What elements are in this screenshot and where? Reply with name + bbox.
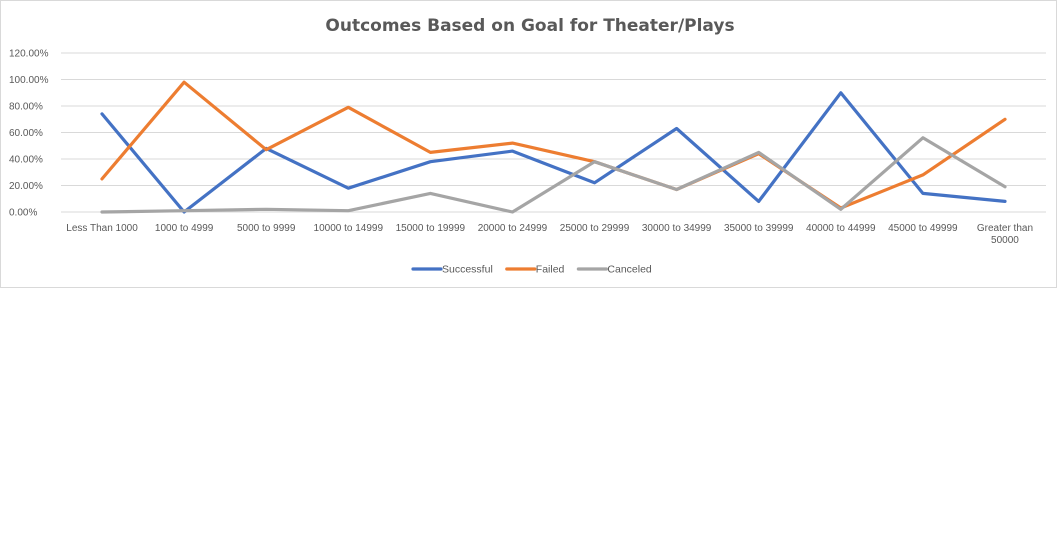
y-tick-label: 60.00% [9, 128, 43, 139]
series-lines [100, 80, 1007, 214]
chart-title: Outcomes Based on Goal for Theater/Plays [325, 16, 734, 36]
legend-label-canceled: Canceled [607, 264, 652, 276]
x-tick-label: 45000 to 49999 [888, 223, 958, 234]
legend-label-failed: Failed [536, 264, 565, 276]
y-tick-label: 120.00% [9, 49, 49, 60]
legend-label-successful: Successful [442, 264, 493, 276]
x-tick-label: Less Than 1000 [66, 223, 138, 234]
chart-frame: Outcomes Based on Goal for Theater/Plays… [0, 0, 1057, 288]
series-line-canceled [100, 136, 1007, 214]
x-tick-label: 1000 to 4999 [155, 223, 214, 234]
x-tick-label: Greater than 50000 [977, 223, 1033, 246]
series-line-failed [100, 80, 1007, 210]
y-tick-label: 40.00% [9, 155, 43, 166]
y-tick-label: 20.00% [9, 181, 43, 192]
x-tick-label: 20000 to 24999 [478, 223, 548, 234]
gridlines [61, 52, 1046, 213]
y-tick-label: 80.00% [9, 102, 43, 113]
x-tick-label: 25000 to 29999 [560, 223, 630, 234]
y-tick-label: 100.00% [9, 75, 49, 86]
x-tick-label: 5000 to 9999 [237, 223, 296, 234]
legend: Successful Failed Canceled [411, 264, 652, 276]
x-axis-ticks: Less Than 1000 1000 to 4999 5000 to 9999 10… [66, 223, 1033, 246]
x-tick-label: 15000 to 19999 [396, 223, 466, 234]
x-tick-label: 10000 to 14999 [314, 223, 384, 234]
x-tick-label: 40000 to 44999 [806, 223, 876, 234]
x-tick-label: 30000 to 34999 [642, 223, 712, 234]
line-chart: Outcomes Based on Goal for Theater/Plays… [9, 16, 1046, 276]
y-tick-label: 0.00% [9, 208, 37, 219]
y-axis-ticks: 0.00% 20.00% 40.00% 60.00% 80.00% 100.00% 120.… [9, 49, 49, 219]
series-line-successful [100, 91, 1007, 214]
x-tick-label: 35000 to 39999 [724, 223, 794, 234]
